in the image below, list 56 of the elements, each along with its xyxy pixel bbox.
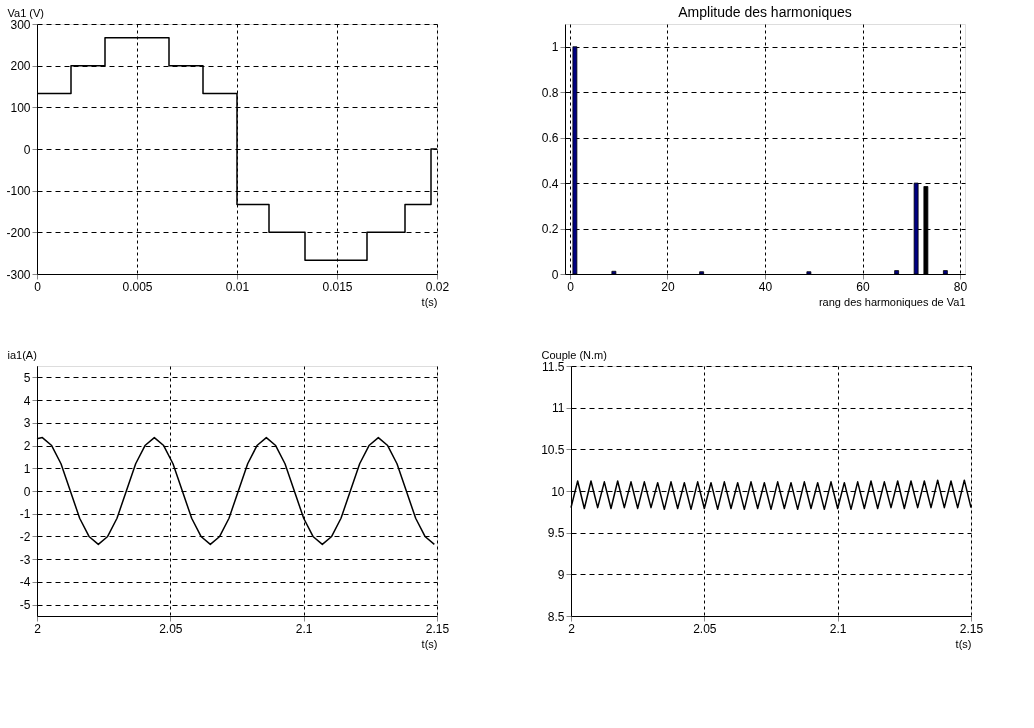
x-tick-label: 0.02 <box>425 279 450 294</box>
y-tick-label: 9 <box>557 567 565 582</box>
y-tick-label: 0.8 <box>541 85 559 100</box>
x-tick-label: 2.1 <box>295 621 313 636</box>
x-tick-label: 2.15 <box>959 621 984 636</box>
y-tick-label: -2 <box>19 529 31 544</box>
y-tick-label: -200 <box>6 225 31 240</box>
x-tick-label: 80 <box>953 279 968 294</box>
y-tick-label: 0.4 <box>541 176 559 191</box>
x-tick-label: 2.05 <box>159 621 183 636</box>
y-tick-label: -100 <box>6 184 31 199</box>
x-tick-label: 0.005 <box>122 279 153 294</box>
x-tick-label: 20 <box>661 279 675 294</box>
x-axis-title: t(s) <box>421 295 438 308</box>
y-tick-label: 8.5 <box>547 609 565 624</box>
x-tick-label: 2.1 <box>829 621 847 636</box>
y-tick-label: 0.2 <box>541 222 559 237</box>
x-tick-label: 2 <box>568 621 576 636</box>
chart-title: Amplitude des harmoniques <box>678 4 852 20</box>
y-tick-label: -1 <box>19 507 31 522</box>
x-tick-label: 0.01 <box>225 279 250 294</box>
y-tick-label: 300 <box>10 17 31 32</box>
y-tick-label: 0 <box>551 267 559 282</box>
y-axis-title: Va1 (V) <box>7 6 44 19</box>
x-axis-title: rang des harmoniques de Va1 <box>818 295 966 308</box>
x-axis-title: t(s) <box>421 637 438 650</box>
x-tick-label: 60 <box>856 279 870 294</box>
y-tick-label: 11 <box>552 401 565 416</box>
y-tick-label: 10 <box>551 484 565 499</box>
x-axis-title: t(s) <box>955 637 972 650</box>
x-tick-label: 2 <box>34 621 42 636</box>
y-tick-label: 200 <box>10 59 31 74</box>
y-axis-title: ia1(A) <box>7 348 37 361</box>
x-tick-label: 40 <box>758 279 773 294</box>
x-tick-label: 2.15 <box>425 621 450 636</box>
y-axis-title: Couple (N.m) <box>541 348 607 361</box>
y-tick-label: -4 <box>19 575 31 590</box>
x-tick-label: 2.05 <box>693 621 717 636</box>
y-tick-label: 5 <box>23 370 31 385</box>
x-tick-label: 0.015 <box>322 279 353 294</box>
y-tick-label: -5 <box>19 598 31 613</box>
y-tick-label: 10.5 <box>541 442 565 457</box>
y-tick-label: 100 <box>10 100 31 115</box>
y-tick-label: 0 <box>23 484 31 499</box>
y-tick-label: 0 <box>23 142 31 157</box>
y-tick-label: 0.6 <box>541 131 559 146</box>
x-tick-label: 0 <box>34 279 42 294</box>
y-tick-label: -300 <box>6 267 31 282</box>
x-tick-label: 0 <box>567 279 575 294</box>
y-tick-label: 1 <box>23 461 31 476</box>
y-tick-label: 2 <box>23 439 31 454</box>
y-tick-label: 1 <box>551 40 559 55</box>
y-tick-label: -3 <box>19 552 31 567</box>
y-tick-label: 9.5 <box>547 526 565 541</box>
y-tick-label: 4 <box>23 393 31 408</box>
y-tick-label: 3 <box>23 416 31 431</box>
